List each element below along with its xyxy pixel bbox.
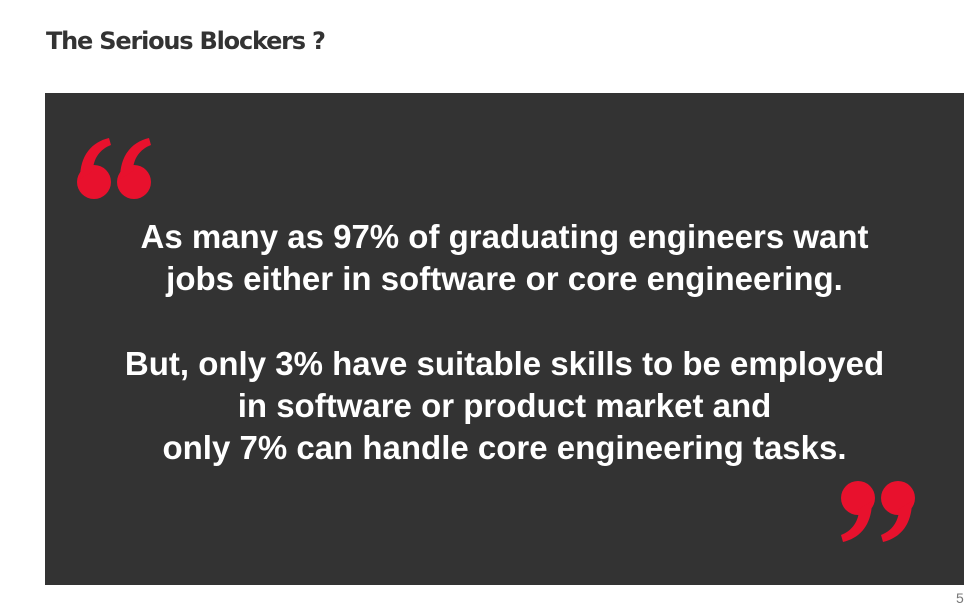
page-number: 5	[956, 590, 964, 606]
quote-paragraph-2: But, only 3% have suitable skills to be …	[45, 343, 964, 469]
open-quote-icon	[77, 138, 151, 199]
slide-title: The Serious Blockers ?	[46, 27, 326, 55]
quote-line: As many as 97% of graduating engineers w…	[140, 218, 869, 255]
quote-line: in software or product market and	[237, 387, 772, 424]
quote-panel: As many as 97% of graduating engineers w…	[45, 93, 964, 585]
quote-line: only 7% can handle core engineering task…	[162, 429, 847, 466]
close-quote-icon	[841, 481, 915, 542]
quote-line: But, only 3% have suitable skills to be …	[124, 345, 885, 382]
quote-paragraph-1: As many as 97% of graduating engineers w…	[45, 216, 964, 300]
quote-line: jobs either in software or core engineer…	[166, 260, 843, 297]
